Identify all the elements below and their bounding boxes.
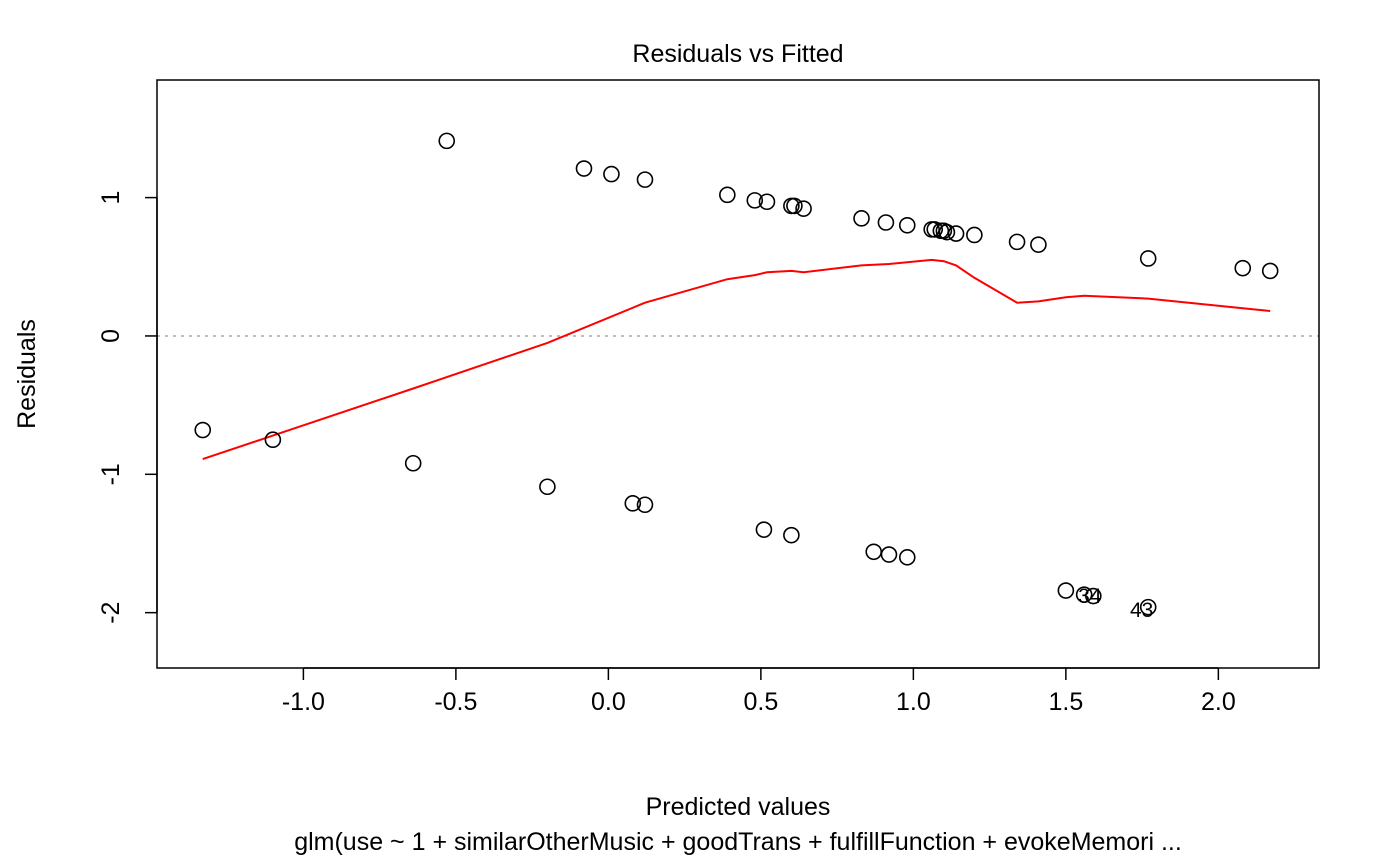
data-point-14 (755, 521, 773, 538)
data-point-19 (853, 210, 870, 227)
y-tick-label-2: 0 (97, 329, 125, 343)
y-axis: -2 -1 0 1 (97, 191, 158, 624)
x-tick-label-6: 2.0 (1201, 688, 1236, 716)
data-point-30 (947, 225, 965, 242)
data-point-22 (880, 546, 898, 563)
data-point-8 (624, 495, 642, 512)
smooth-line-layer (202, 258, 1271, 461)
data-point-11 (719, 186, 736, 204)
data-point-13 (758, 193, 776, 211)
data-point-35 (1075, 586, 1093, 603)
data-point-20 (865, 543, 883, 561)
chart-title: Residuals vs Fitted (632, 40, 843, 68)
data-point-16 (786, 197, 803, 215)
x-tick-label-0: -1.0 (282, 688, 325, 716)
data-point-34 (1057, 582, 1075, 599)
y-axis-label: Residuals (13, 319, 41, 429)
data-point-7 (603, 165, 620, 183)
data-point-21 (877, 214, 895, 231)
points-layer (194, 132, 1279, 616)
y-tick-label-0: -2 (97, 602, 125, 624)
data-point-2 (264, 431, 282, 449)
data-point-3 (404, 454, 422, 472)
data-point-9 (636, 171, 654, 188)
data-point-6 (575, 160, 593, 177)
data-point-24 (898, 549, 916, 566)
x-axis: -1.0 -0.5 0.0 0.5 1.0 1.5 2.0 (282, 667, 1236, 716)
model-formula-subtitle: glm(use ~ 1 + similarOtherMusic + goodTr… (294, 828, 1182, 856)
data-point-4 (438, 132, 456, 150)
data-point-32 (1008, 233, 1026, 251)
x-tick-label-5: 1.5 (1048, 688, 1083, 716)
data-point-33 (1030, 236, 1047, 253)
data-point-40 (1261, 262, 1279, 280)
y-tick-label-3: 1 (97, 191, 125, 205)
data-point-12 (746, 192, 764, 209)
data-point-26 (926, 221, 944, 238)
smooth-trend-line (202, 258, 1271, 461)
data-point-10 (636, 496, 654, 514)
x-tick-label-2: 0.0 (591, 688, 626, 716)
data-point-18 (795, 200, 812, 217)
point-label-34: 34 (1078, 585, 1102, 608)
data-point-38 (1139, 598, 1157, 616)
x-tick-label-4: 1.0 (896, 688, 931, 716)
data-point-23 (898, 216, 916, 234)
data-point-36 (1085, 587, 1102, 605)
data-point-31 (966, 226, 983, 244)
x-tick-label-1: -0.5 (434, 688, 477, 716)
x-axis-label: Predicted values (646, 793, 831, 821)
data-point-17 (783, 526, 800, 544)
data-point-39 (1234, 259, 1252, 277)
plot-frame (156, 79, 1320, 669)
data-point-1 (194, 421, 212, 439)
point-label-43: 43 (1130, 599, 1153, 622)
data-point-29 (938, 223, 956, 241)
point-labels-layer: 34 43 (1078, 585, 1153, 622)
y-tick-label-1: -1 (97, 463, 125, 485)
data-point-37 (1139, 250, 1157, 267)
data-point-5 (539, 478, 556, 496)
x-tick-label-3: 0.5 (743, 688, 778, 716)
